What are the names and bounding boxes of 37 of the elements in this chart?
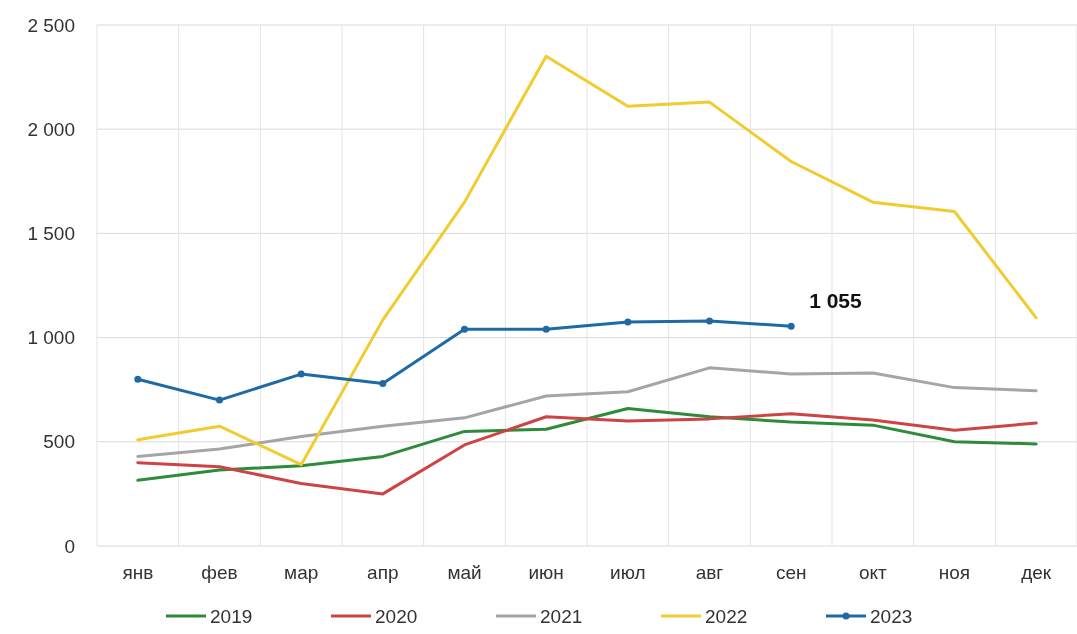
y-tick-label: 2 000 [27, 118, 75, 140]
point [624, 318, 632, 326]
x-tick-label: июл [610, 562, 646, 583]
y-tick-label: 1 500 [27, 223, 75, 245]
point [542, 325, 550, 333]
x-tick-label: июн [528, 562, 564, 583]
point [461, 325, 468, 333]
x-tick-label: окт [858, 562, 888, 583]
line-series [136, 412, 1038, 496]
x-tick-label: фев [201, 562, 238, 583]
legend-label: 2022 [705, 605, 748, 627]
point [297, 370, 305, 378]
x-tick-label: май [447, 562, 482, 583]
point [134, 375, 142, 383]
point [379, 379, 387, 387]
point [706, 317, 713, 325]
y-tick-label: 1 000 [27, 327, 75, 349]
x-tick-label: дек [1021, 562, 1052, 583]
x-tick-label: сен [775, 562, 807, 583]
x-tick-label: авг [695, 562, 724, 583]
x-tick-label: апр [367, 562, 399, 583]
point [216, 396, 223, 404]
legend-label: 2023 [870, 605, 913, 627]
x-tick-label: янв [122, 562, 154, 583]
y-tick-label: 500 [43, 431, 75, 453]
legend-label: 2021 [540, 605, 583, 627]
x-tick-label: ноя [938, 562, 971, 583]
x-tick-label: мар [284, 562, 319, 583]
point [787, 322, 795, 330]
legend-label: 2020 [375, 605, 418, 627]
y-tick-label: 0 [64, 535, 75, 557]
y-tick-label: 2 500 [27, 14, 75, 36]
line-series [136, 366, 1038, 458]
legend-label: 2019 [210, 605, 253, 627]
line-series [136, 406, 1038, 482]
annotation: 1 055 [809, 289, 863, 313]
line-series [136, 54, 1038, 467]
